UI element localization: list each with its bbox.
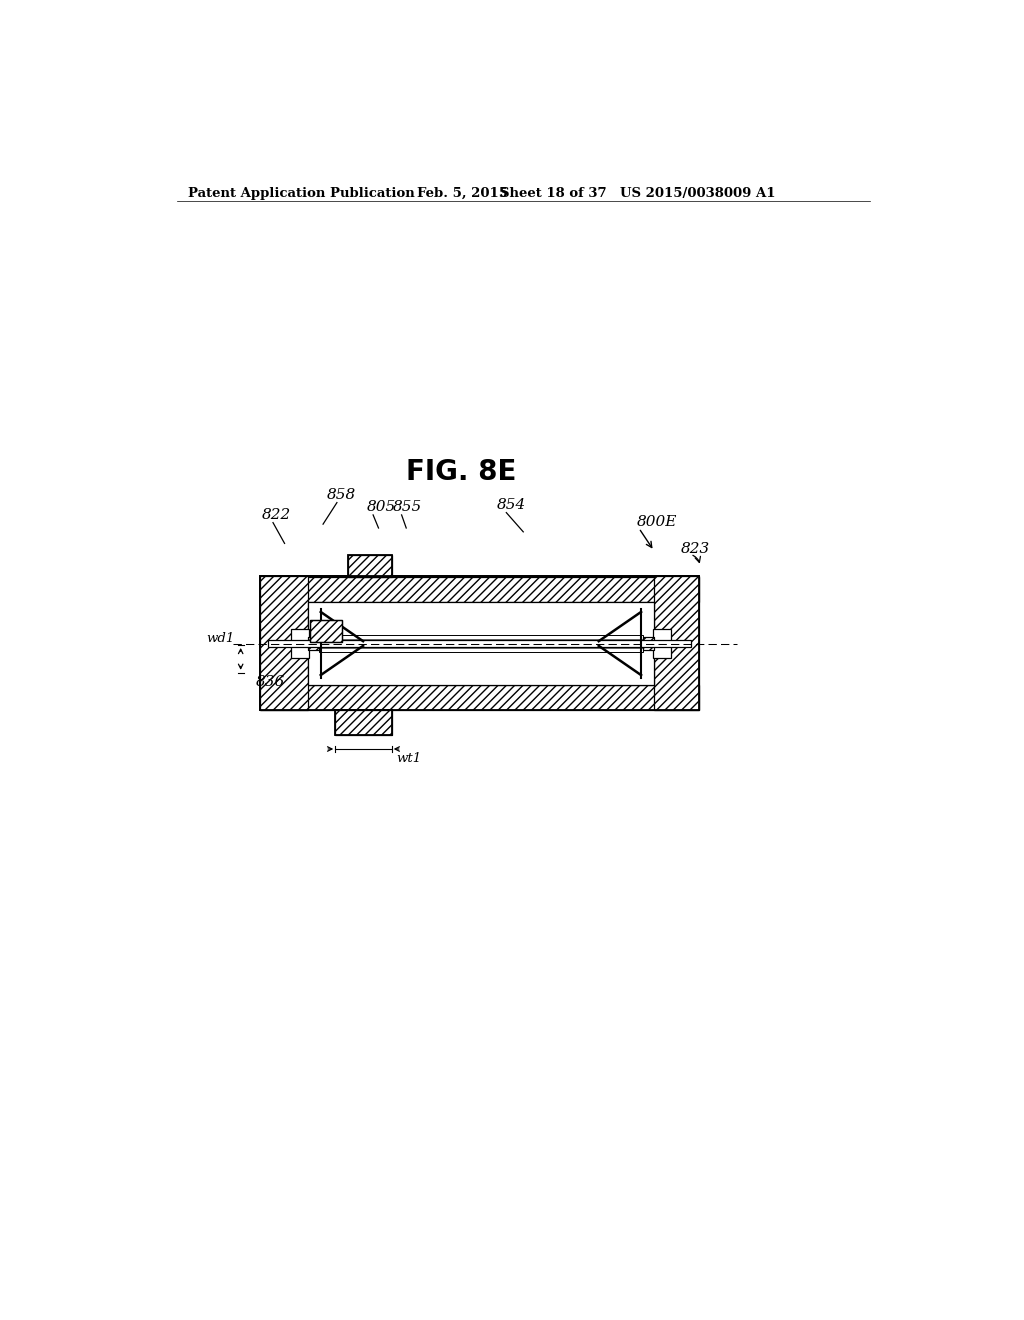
Text: 870: 870 bbox=[305, 639, 332, 652]
Text: Sheet 18 of 37: Sheet 18 of 37 bbox=[500, 187, 607, 199]
Bar bbox=[260, 576, 698, 710]
Bar bbox=[643, 636, 654, 651]
Bar bbox=[335, 710, 392, 735]
Bar bbox=[267, 640, 691, 647]
Bar bbox=[652, 628, 671, 659]
Text: Patent Application Publication: Patent Application Publication bbox=[188, 187, 415, 199]
Bar bbox=[291, 628, 309, 659]
Text: US 2015/0038009 A1: US 2015/0038009 A1 bbox=[620, 187, 775, 199]
Text: wd1: wd1 bbox=[206, 632, 234, 645]
Bar bbox=[643, 636, 654, 651]
Bar bbox=[310, 620, 342, 642]
Text: Feb. 5, 2015: Feb. 5, 2015 bbox=[417, 187, 508, 199]
Text: FIG. 8E: FIG. 8E bbox=[407, 458, 517, 486]
Bar bbox=[310, 620, 342, 642]
Text: 858: 858 bbox=[327, 488, 356, 502]
Text: wt1: wt1 bbox=[396, 752, 421, 766]
Text: 854: 854 bbox=[497, 498, 526, 512]
Bar bbox=[654, 576, 698, 710]
Bar bbox=[348, 554, 392, 577]
Text: 823: 823 bbox=[681, 541, 711, 556]
Text: 800E: 800E bbox=[637, 516, 678, 529]
Bar bbox=[307, 602, 654, 685]
Text: 871: 871 bbox=[423, 602, 453, 615]
Text: 805: 805 bbox=[367, 500, 396, 513]
Bar bbox=[335, 710, 392, 735]
Text: 836: 836 bbox=[255, 675, 285, 689]
Text: 855: 855 bbox=[392, 500, 422, 513]
Bar bbox=[307, 636, 319, 651]
Bar bbox=[319, 635, 643, 652]
Bar bbox=[260, 576, 307, 710]
Text: 822: 822 bbox=[261, 508, 291, 521]
Bar bbox=[260, 577, 698, 602]
Bar bbox=[348, 554, 392, 577]
Bar bbox=[260, 576, 698, 710]
Bar bbox=[260, 685, 698, 710]
Bar bbox=[307, 636, 319, 651]
